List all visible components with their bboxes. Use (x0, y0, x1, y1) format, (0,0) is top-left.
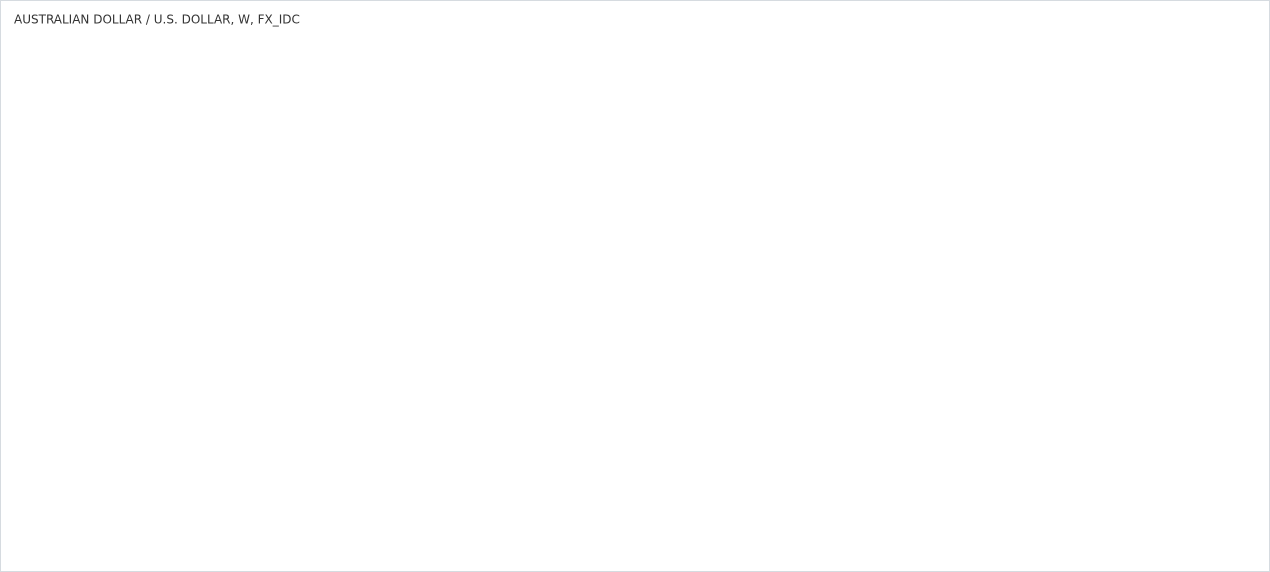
chart-title: AUSTRALIAN DOLLAR / U.S. DOLLAR, W, FX_I… (14, 13, 300, 27)
